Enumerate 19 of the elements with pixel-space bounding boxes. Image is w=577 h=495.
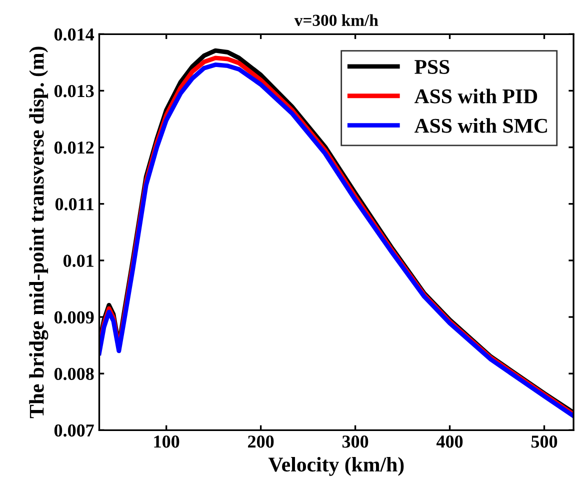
y-tick-label: 0.01 [63,254,94,267]
x-tick-label: 400 [436,436,463,448]
x-tick-label: 200 [248,436,274,448]
legend-label: PSS [414,60,450,74]
x-axis-title: Velocity (km/h) [268,456,404,476]
y-tick-label: 0.014 [54,28,94,41]
y-tick-label: 0.011 [55,198,94,210]
x-tick-label: 100 [154,436,180,448]
legend-label: ASS with PID [414,88,538,104]
chart-title: v=300 km/h [294,14,378,26]
legend-label: ASS with SMC [414,118,547,133]
y-tick-label: 0.009 [54,311,94,324]
x-tick-label: 300 [342,436,368,448]
y-tick-label: 0.007 [54,424,94,437]
y-tick-label: 0.008 [54,368,94,380]
x-tick-label: 500 [531,436,558,448]
y-tick-label: 0.012 [54,142,94,154]
y-tick-label: 0.013 [54,84,94,98]
y-axis-title: The bridge mid-point transverse disp. (m) [29,46,48,418]
